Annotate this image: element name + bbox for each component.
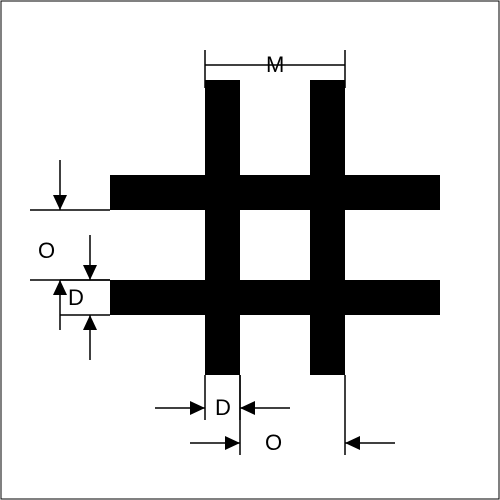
grid-bar: [110, 280, 440, 315]
grid-bar: [110, 175, 440, 210]
canvas-bg: [0, 0, 500, 500]
dimension-label: O: [38, 238, 55, 263]
dimension-label: D: [215, 395, 231, 420]
grid-bar: [205, 80, 240, 375]
dimension-label: O: [265, 430, 282, 455]
dimension-label: D: [68, 285, 84, 310]
dimension-label: M: [266, 52, 284, 77]
grid-bar: [310, 80, 345, 375]
